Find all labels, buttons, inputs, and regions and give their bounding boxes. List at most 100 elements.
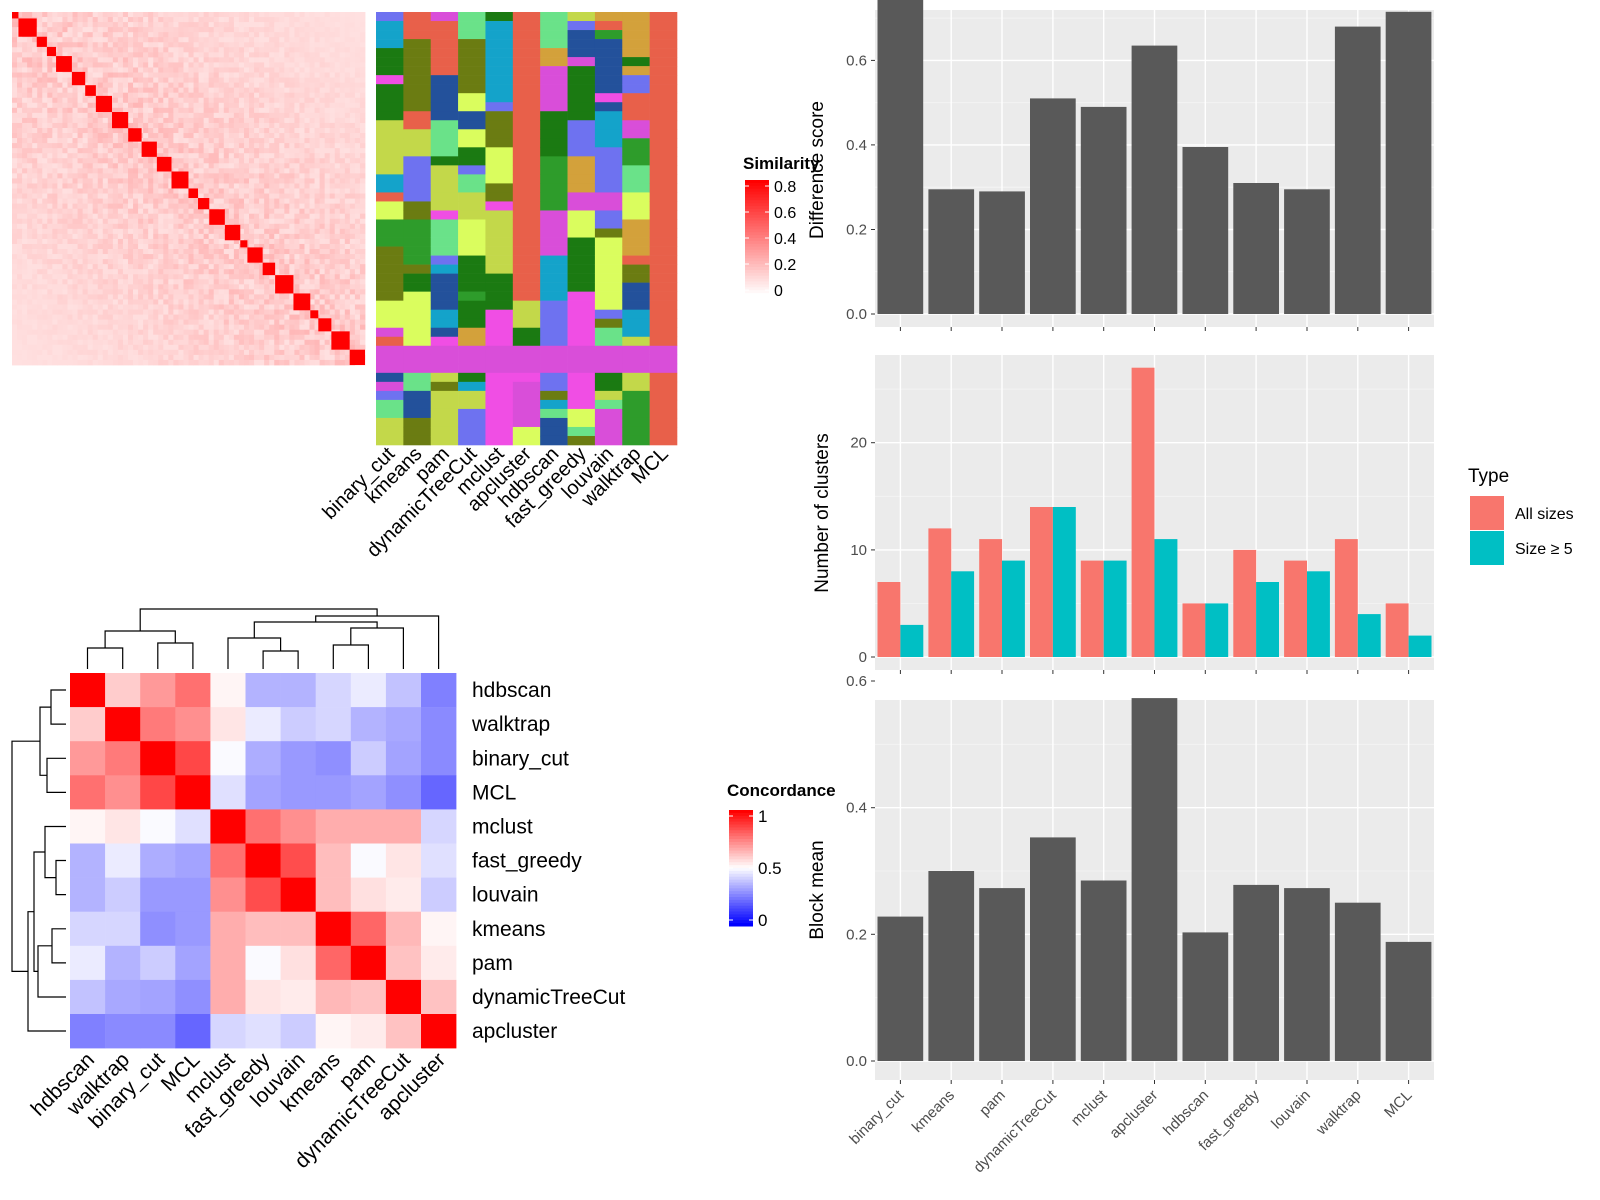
similarity-cell bbox=[112, 27, 119, 33]
similarity-cell bbox=[339, 314, 346, 321]
similarity-cell bbox=[67, 314, 73, 321]
similarity-cell bbox=[52, 299, 58, 305]
similarity-cell bbox=[203, 143, 210, 149]
similarity-cell bbox=[203, 12, 210, 18]
similarity-cell bbox=[82, 198, 89, 205]
similarity-cell bbox=[72, 188, 78, 194]
similarity-cell bbox=[329, 17, 336, 23]
similarity-cell bbox=[304, 359, 310, 366]
similarity-cell bbox=[57, 97, 63, 104]
similarity-cell bbox=[117, 97, 124, 104]
similarity-cell bbox=[133, 249, 139, 255]
similarity-cell bbox=[329, 349, 336, 356]
similarity-cell bbox=[138, 62, 144, 68]
similarity-cell bbox=[274, 269, 280, 275]
similarity-cell bbox=[213, 299, 220, 305]
similarity-cell bbox=[314, 228, 321, 235]
similarity-cell bbox=[213, 233, 220, 240]
similarity-cell bbox=[243, 324, 250, 331]
similarity-cell bbox=[117, 22, 124, 28]
similarity-cell bbox=[198, 158, 205, 164]
similarity-cell bbox=[233, 133, 240, 139]
similarity-cell bbox=[314, 193, 321, 199]
similarity-cell bbox=[17, 208, 23, 215]
similarity-cell bbox=[284, 233, 290, 240]
similarity-cell bbox=[193, 243, 199, 250]
similarity-cell bbox=[188, 32, 194, 38]
similarity-cell bbox=[62, 158, 68, 164]
similarity-cell bbox=[249, 122, 255, 129]
similarity-cell bbox=[203, 148, 210, 154]
similarity-cell bbox=[77, 218, 83, 225]
similarity-cell bbox=[243, 274, 250, 280]
similarity-cell bbox=[163, 22, 169, 28]
similarity-cell bbox=[158, 117, 164, 124]
similarity-cell bbox=[274, 314, 280, 321]
similarity-cell bbox=[163, 243, 169, 250]
similarity-cell bbox=[294, 349, 300, 356]
similarity-cell bbox=[233, 127, 240, 134]
similarity-cell bbox=[37, 294, 43, 300]
similarity-cell bbox=[223, 339, 230, 346]
similarity-cell bbox=[198, 309, 205, 315]
similarity-cell bbox=[188, 57, 194, 63]
similarity-cell bbox=[12, 299, 18, 305]
similarity-cell bbox=[284, 339, 290, 346]
similarity-cell bbox=[284, 62, 290, 68]
cluster-cell bbox=[376, 318, 404, 329]
similarity-cell bbox=[294, 324, 300, 331]
similarity-cell bbox=[32, 213, 38, 220]
similarity-cell bbox=[259, 112, 265, 119]
similarity-cell bbox=[153, 32, 159, 38]
similarity-cell bbox=[17, 193, 23, 199]
similarity-cell bbox=[143, 193, 149, 199]
similarity-cell bbox=[334, 67, 341, 73]
similarity-cell bbox=[238, 57, 245, 63]
similarity-cell bbox=[47, 198, 53, 205]
similarity-cell bbox=[138, 143, 144, 149]
similarity-cell bbox=[324, 314, 331, 321]
similarity-cell bbox=[82, 299, 89, 305]
similarity-cell bbox=[354, 102, 361, 109]
similarity-cell bbox=[359, 188, 366, 194]
similarity-cell bbox=[254, 173, 260, 179]
similarity-cell bbox=[143, 133, 149, 139]
similarity-cell bbox=[122, 37, 129, 43]
similarity-cell bbox=[213, 143, 220, 149]
similarity-cell bbox=[92, 42, 99, 48]
similarity-cell bbox=[77, 22, 83, 28]
cluster-cell bbox=[376, 426, 404, 437]
similarity-cell bbox=[299, 198, 305, 205]
similarity-cell bbox=[193, 314, 199, 321]
similarity-cell bbox=[294, 249, 300, 255]
similarity-cell bbox=[329, 324, 336, 331]
similarity-cell bbox=[168, 153, 174, 159]
similarity-cell bbox=[168, 279, 174, 285]
similarity-cell bbox=[163, 289, 169, 295]
similarity-cell bbox=[254, 67, 260, 73]
similarity-cell bbox=[233, 153, 240, 159]
similarity-cell bbox=[223, 329, 230, 336]
similarity-cell bbox=[17, 37, 23, 43]
similarity-cell bbox=[12, 168, 18, 174]
similarity-cell bbox=[233, 122, 240, 129]
similarity-cell bbox=[107, 319, 114, 326]
similarity-cell bbox=[92, 77, 99, 83]
similarity-cell bbox=[92, 228, 99, 235]
similarity-cell bbox=[158, 183, 164, 189]
similarity-cell bbox=[289, 354, 295, 361]
similarity-cell bbox=[203, 92, 210, 99]
similarity-cell bbox=[42, 289, 48, 295]
similarity-cell bbox=[12, 133, 18, 139]
similarity-cell bbox=[117, 319, 124, 326]
similarity-cell bbox=[17, 92, 23, 99]
similarity-cell bbox=[178, 289, 184, 295]
similarity-cell bbox=[32, 304, 38, 310]
similarity-cell bbox=[143, 249, 149, 255]
similarity-cell bbox=[42, 32, 48, 38]
similarity-cell bbox=[218, 183, 225, 189]
similarity-cell bbox=[178, 319, 184, 326]
similarity-cell bbox=[183, 314, 189, 321]
similarity-cell bbox=[279, 349, 285, 356]
similarity-cell bbox=[67, 339, 73, 346]
